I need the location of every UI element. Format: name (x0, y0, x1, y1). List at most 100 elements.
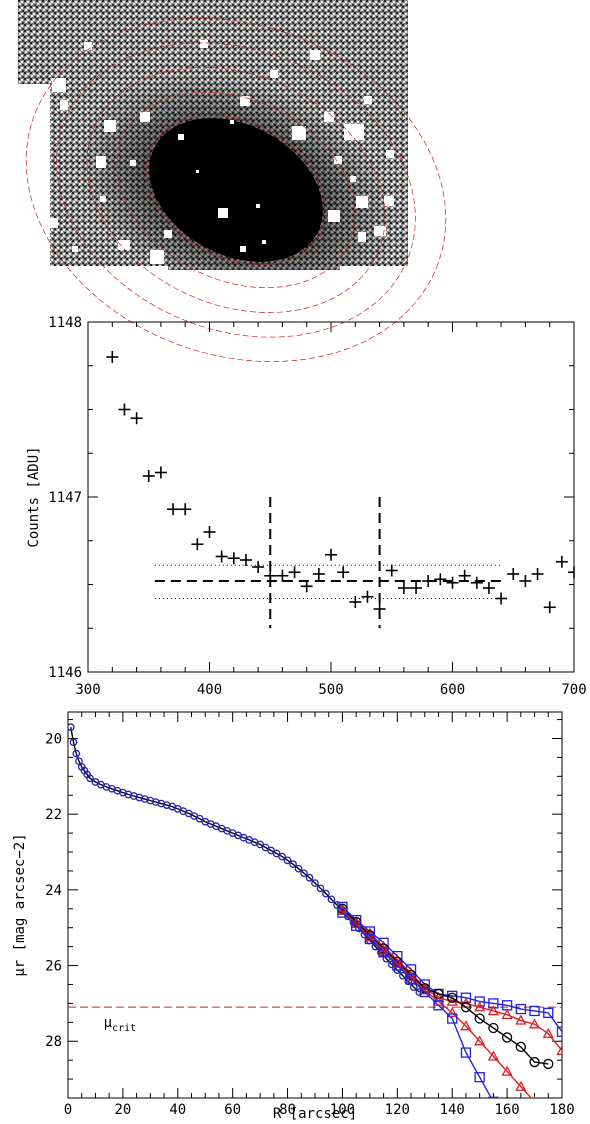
data-point (543, 1007, 554, 1019)
data-point (278, 852, 286, 861)
star-mask (358, 232, 366, 242)
isophote-ellipse (145, 114, 327, 266)
data-point (327, 895, 336, 904)
y-axis-label: Counts [ADU] (26, 446, 42, 547)
data-point (215, 550, 228, 563)
data-point (410, 582, 423, 594)
x-tick-label: 300 (75, 682, 100, 698)
data-point (364, 933, 376, 945)
series-lower-blue (337, 907, 499, 1098)
data-point (68, 723, 75, 731)
data-point (283, 856, 292, 865)
star-mask (374, 226, 386, 236)
x-tick-label: 40 (169, 1102, 186, 1118)
data-point (460, 1020, 472, 1031)
sky-counts-chart: 300 400 500 600 700 1146 1147 1148 Counts [ADU] (26, 315, 587, 698)
data-point (322, 889, 330, 898)
data-point (543, 601, 556, 614)
data-point (488, 998, 499, 1009)
data-point (542, 1027, 554, 1038)
x-tick-label: 160 (494, 1102, 519, 1118)
data-point (118, 403, 131, 416)
data-point (487, 1005, 499, 1016)
y-tick-label: 20 (45, 731, 62, 747)
data-point (312, 568, 325, 580)
data-point (515, 1003, 526, 1015)
data-point (488, 1096, 499, 1098)
y-tick-label: 1146 (48, 665, 82, 681)
y-tick-label: 1147 (48, 490, 82, 506)
isophote-ellipse (116, 91, 356, 289)
data-point (446, 576, 459, 589)
data-point (203, 526, 216, 538)
data-point (294, 864, 303, 873)
data-point (325, 548, 337, 561)
isophote-ellipses (25, 18, 447, 362)
star-mask (356, 196, 368, 208)
star-mask (310, 50, 320, 60)
data-point (501, 1008, 513, 1019)
galaxy-core (149, 118, 323, 262)
data-point (288, 566, 301, 579)
star-mask (270, 70, 278, 78)
plot-frame (67, 711, 563, 1099)
star-mask (84, 42, 92, 50)
data-point (289, 860, 297, 868)
data-point (300, 580, 313, 593)
star-mask (104, 120, 116, 132)
star-mask (72, 246, 78, 252)
data-point (311, 879, 319, 887)
surface-brightness-chart: 0 20 40 60 80 100 120 140 160 180 20 22 24 26 28 R [arc… (12, 711, 575, 1122)
star-mask (384, 196, 394, 206)
data-point (446, 995, 458, 1006)
star-mask (334, 156, 342, 164)
galaxy-image-panel (18, 0, 447, 362)
data-point (555, 555, 568, 568)
star-mask (140, 112, 150, 122)
data-point (458, 569, 471, 582)
x-tick-label: 600 (440, 682, 465, 698)
data-point (337, 907, 348, 918)
data-point (474, 1035, 486, 1046)
x-tick-label: 120 (385, 1102, 410, 1118)
data-point (392, 960, 403, 971)
y-tick-label: 28 (45, 1034, 62, 1050)
data-point (434, 573, 447, 586)
star-mask (48, 218, 58, 228)
x-axis-label: R [arcsec] (273, 1106, 357, 1122)
x-tick-label: 80 (279, 1102, 296, 1118)
core-mask (230, 120, 234, 124)
data-point (385, 564, 398, 577)
data-point (361, 590, 374, 603)
data-point (191, 538, 204, 551)
data-point (351, 920, 362, 931)
star-mask (386, 150, 394, 158)
data-point (529, 1056, 540, 1068)
data-point (239, 554, 252, 566)
data-point (515, 1080, 527, 1091)
star-mask (324, 112, 334, 122)
x-tick-label: 0 (64, 1102, 72, 1118)
data-point (446, 1007, 458, 1018)
core-mask (178, 134, 184, 140)
core-mask (256, 204, 260, 208)
x-tick-label: 100 (330, 1102, 355, 1118)
y-tick-label: 22 (45, 807, 62, 823)
data-point (474, 996, 485, 1007)
data-point (460, 1002, 472, 1013)
data-point (167, 503, 180, 516)
series-profile-dense (68, 723, 424, 996)
y-tick-label: 26 (45, 959, 62, 975)
x-tick-label: 700 (561, 682, 586, 698)
x-tick-label: 180 (549, 1102, 574, 1118)
data-point (470, 576, 483, 589)
critical-level-label: μcrit (104, 1015, 137, 1034)
data-point (179, 503, 192, 516)
data-point (474, 1013, 485, 1024)
plot-frame (87, 321, 575, 673)
data-point (264, 569, 277, 582)
star-mask (118, 240, 130, 250)
data-point (501, 1032, 513, 1043)
star-mask (60, 100, 68, 110)
data-point (300, 869, 308, 878)
